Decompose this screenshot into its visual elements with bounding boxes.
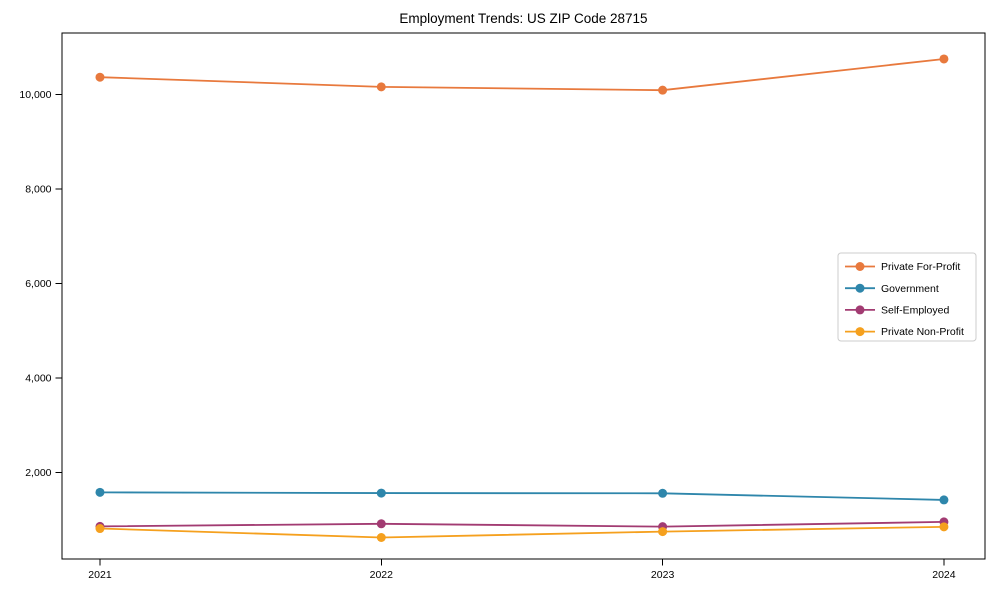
legend-item-label: Self-Employed — [881, 305, 949, 317]
y-axis-tick-label: 8,000 — [25, 184, 51, 196]
data-point-marker — [376, 519, 386, 529]
data-point-marker — [95, 487, 105, 497]
data-point-marker — [939, 522, 949, 532]
y-axis-tick-label: 6,000 — [25, 278, 51, 290]
data-point-marker — [658, 85, 668, 95]
series-line-private-for-profit — [99, 58, 945, 92]
x-axis-tick-label: 2021 — [88, 569, 112, 581]
data-point-marker — [658, 527, 668, 537]
data-point-marker — [376, 82, 386, 92]
legend-item-label: Private For-Profit — [881, 261, 960, 273]
y-axis-tick-label: 4,000 — [25, 373, 51, 385]
y-axis-tick-label: 2,000 — [25, 467, 51, 479]
plot-frame — [61, 32, 986, 560]
data-point-marker — [376, 532, 386, 542]
legend-marker — [855, 305, 865, 315]
x-axis-tick-label: 2022 — [370, 569, 394, 581]
legend-item-label: Private Non-Profit — [881, 326, 964, 338]
data-point-marker — [376, 488, 386, 498]
legend-marker — [855, 283, 865, 293]
legend-item-label: Government — [881, 283, 939, 295]
x-axis-tick-label: 2024 — [932, 569, 956, 581]
data-point-marker — [95, 72, 105, 82]
legend-marker — [855, 327, 865, 337]
data-point-marker — [658, 488, 668, 498]
data-point-marker — [95, 524, 105, 534]
series-line-government — [99, 491, 945, 501]
y-axis-tick-label: 10,000 — [19, 89, 51, 101]
legend-box — [837, 252, 977, 342]
series-line-private-non-profit — [99, 525, 945, 539]
data-point-marker — [939, 54, 949, 64]
data-point-marker — [939, 495, 949, 505]
chart-title: Employment Trends: US ZIP Code 28715 — [399, 11, 648, 26]
legend-marker — [855, 262, 865, 271]
x-axis-tick-label: 2023 — [651, 569, 675, 581]
series-line-self-employed — [99, 521, 945, 528]
